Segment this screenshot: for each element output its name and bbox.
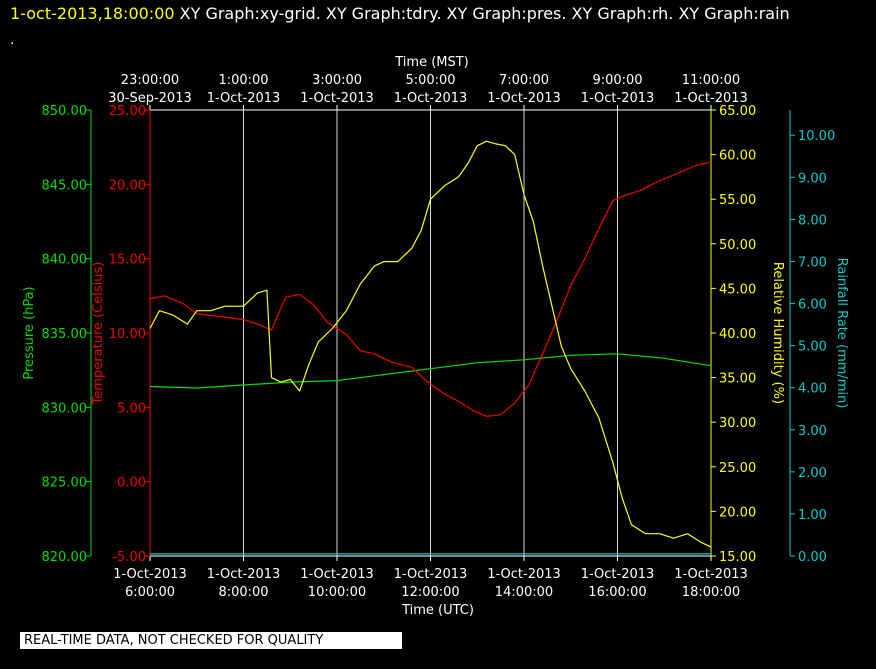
temperature-tick-label: 0.00 [117,476,146,491]
top-tick-label-date: 1-Oct-2013 [394,91,468,106]
top-tick-label-time: 9:00:00 [592,73,642,88]
humidity-axis-title: Relative Humidity (%) [770,262,785,404]
rain-tick-label: 8.00 [798,213,827,228]
humidity-tick-label: 35.00 [719,372,756,387]
humidity-series-line [149,140,712,548]
axis-layer: 23:00:00 30-Sep-2013 1:00:00 1-Oct-2013 3:00… [22,73,849,600]
humidity-tick-label: 45.00 [719,282,756,297]
top-axis-title: Time (MST) [394,55,469,70]
humidity-tick-label: 20.00 [719,505,756,520]
bottom-tick-label-time: 6:00:00 [125,585,175,600]
bottom-tick-label-date: 1-Oct-2013 [207,567,281,582]
bottom-tick-label-date: 1-Oct-2013 [581,567,655,582]
humidity-tick-label: 15.00 [719,550,756,565]
status-dot: . [10,32,15,48]
bottom-tick-label-date: 1-Oct-2013 [487,567,561,582]
rain-tick-label: 6.00 [798,298,827,313]
bottom-tick-label-time: 12:00:00 [401,585,459,600]
top-tick-label-time: 3:00:00 [312,73,362,88]
top-tick-label-time: 5:00:00 [405,73,455,88]
rain-tick-label: 1.00 [798,508,827,523]
humidity-tick-label: 25.00 [719,461,756,476]
bottom-tick-label-time: 18:00:00 [682,585,740,600]
rain-tick-label: 10.00 [798,129,835,144]
pressure-tick-label: 825.00 [42,476,88,491]
bottom-tick-label-time: 14:00:00 [495,585,553,600]
temperature-tick-label: 25.00 [109,104,146,119]
series-layer [149,140,712,555]
quality-notice: REAL-TIME DATA, NOT CHECKED FOR QUALITY [20,632,402,649]
temperature-tick-label: 5.00 [117,401,146,416]
rain-tick-label: 4.00 [798,382,827,397]
pressure-tick-label: 850.00 [42,104,88,119]
top-tick-label-date: 1-Oct-2013 [581,91,655,106]
rain-tick-label: 2.00 [798,466,827,481]
pressure-tick-label: 820.00 [42,550,88,565]
bottom-tick-label-time: 16:00:00 [588,585,646,600]
rain-axis-title: Rainfall Rate (mm/min) [834,258,849,409]
bottom-tick-label-date: 1-Oct-2013 [113,567,187,582]
top-tick-label-date: 1-Oct-2013 [674,91,748,106]
bottom-tick-label-date: 1-Oct-2013 [300,567,374,582]
temperature-series-line [149,161,712,417]
grid-layer [150,109,711,557]
graph-title-bar: 1-oct-2013,18:00:00 XY Graph:xy-grid. XY… [10,4,790,23]
bottom-tick-label-date: 1-Oct-2013 [674,567,748,582]
top-tick-label-date: 1-Oct-2013 [487,91,561,106]
humidity-tick-label: 50.00 [719,238,756,253]
temperature-tick-label: 10.00 [109,327,146,342]
bottom-tick-label-date: 1-Oct-2013 [394,567,468,582]
bottom-tick-label-time: 10:00:00 [308,585,366,600]
temperature-tick-label: 15.00 [109,253,146,268]
temperature-tick-label: 20.00 [109,178,146,193]
top-tick-label-date: 1-Oct-2013 [207,91,281,106]
bottom-tick-label-time: 8:00:00 [218,585,268,600]
timestamp: 1-oct-2013,18:00:00 [10,4,175,23]
humidity-tick-label: 65.00 [719,104,756,119]
temperature-axis-title: Temperature (Celsius) [91,262,106,406]
humidity-tick-label: 55.00 [719,193,756,208]
pressure-axis-title: Pressure (hPa) [22,286,37,379]
top-tick-label-time: 11:00:00 [682,73,740,88]
bottom-axis-title: Time (UTC) [401,603,474,618]
pressure-tick-label: 835.00 [42,327,88,342]
pressure-tick-label: 840.00 [42,253,88,268]
top-tick-label-date: 1-Oct-2013 [300,91,374,106]
humidity-tick-label: 40.00 [719,327,756,342]
temperature-tick-label: -5.00 [112,550,146,565]
pressure-tick-label: 845.00 [42,178,88,193]
top-tick-label-time: 23:00:00 [121,73,179,88]
top-tick-label-time: 7:00:00 [499,73,549,88]
humidity-tick-label: 60.00 [719,149,756,164]
graph-list: XY Graph:xy-grid. XY Graph:tdry. XY Grap… [174,4,790,23]
top-tick-label-date: 30-Sep-2013 [108,91,192,106]
pressure-tick-label: 830.00 [42,401,88,416]
rain-tick-label: 9.00 [798,171,827,186]
humidity-tick-label: 30.00 [719,416,756,431]
rain-tick-label: 0.00 [798,550,827,565]
rain-tick-label: 7.00 [798,255,827,270]
pressure-series-line [149,353,712,389]
top-tick-label-time: 1:00:00 [218,73,268,88]
rain-tick-label: 3.00 [798,424,827,439]
rain-tick-label: 5.00 [798,340,827,355]
